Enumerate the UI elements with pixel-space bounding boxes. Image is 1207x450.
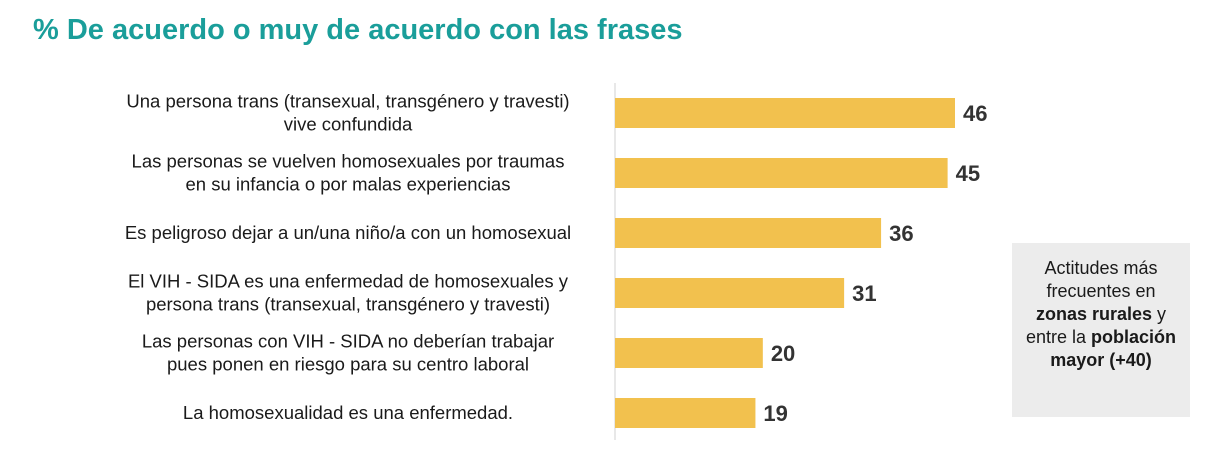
note-text-1: Actitudes más frecuentes en (1044, 258, 1158, 301)
bar-3 (615, 218, 882, 248)
category-label-line: Es peligroso dejar a un/una niño/a con u… (125, 222, 571, 243)
value-labels-group: 46 45 36 31 20 19 (763, 101, 987, 426)
category-label-3: Es peligroso dejar a un/una niño/a con u… (125, 222, 571, 243)
value-label-3: 36 (889, 221, 913, 246)
value-label-6: 19 (763, 401, 787, 426)
bar-5 (615, 338, 763, 368)
note-bold-age: población mayor (+40) (1050, 327, 1177, 370)
value-label-1: 46 (963, 101, 987, 126)
category-label-line: Las personas con VIH - SIDA no deberían … (142, 331, 554, 352)
bars-group (615, 98, 955, 428)
category-label-1: Una persona trans (transexual, transgéne… (126, 91, 569, 135)
bar-4 (615, 278, 845, 308)
value-label-4: 31 (852, 281, 876, 306)
category-label-5: Las personas con VIH - SIDA no deberían … (142, 331, 554, 375)
category-label-6: La homosexualidad es una enfermedad. (183, 402, 513, 423)
category-labels-group: Una persona trans (transexual, transgéne… (125, 91, 571, 424)
bar-6 (615, 398, 756, 428)
category-label-line: persona trans (transexual, transgénero y… (146, 294, 550, 315)
category-label-line: Una persona trans (transexual, transgéne… (126, 91, 569, 112)
category-label-line: pues ponen en riesgo para su centro labo… (167, 354, 529, 375)
note-box: Actitudes más frecuentes en zonas rurale… (1012, 243, 1190, 417)
value-label-5: 20 (771, 341, 795, 366)
bar-1 (615, 98, 955, 128)
category-label-line: vive confundida (284, 114, 413, 135)
bar-chart: 46 45 36 31 20 19 Una persona trans (transexu… (125, 83, 987, 440)
category-label-2: Las personas se vuelven homosexuales por… (132, 151, 565, 195)
category-label-line: en su infancia o por malas experiencias (186, 174, 511, 195)
category-label-line: La homosexualidad es una enfermedad. (183, 402, 513, 423)
page-title: % De acuerdo o muy de acuerdo con las fr… (33, 14, 683, 46)
bar-2 (615, 158, 948, 188)
value-label-2: 45 (956, 161, 980, 186)
category-label-line: Las personas se vuelven homosexuales por… (132, 151, 565, 172)
category-label-line: El VIH - SIDA es una enfermedad de homos… (128, 271, 569, 292)
note-bold-rural: zonas rurales (1035, 304, 1153, 324)
note-text-2: y entre la (1025, 304, 1167, 347)
category-label-4: El VIH - SIDA es una enfermedad de homos… (128, 271, 569, 315)
